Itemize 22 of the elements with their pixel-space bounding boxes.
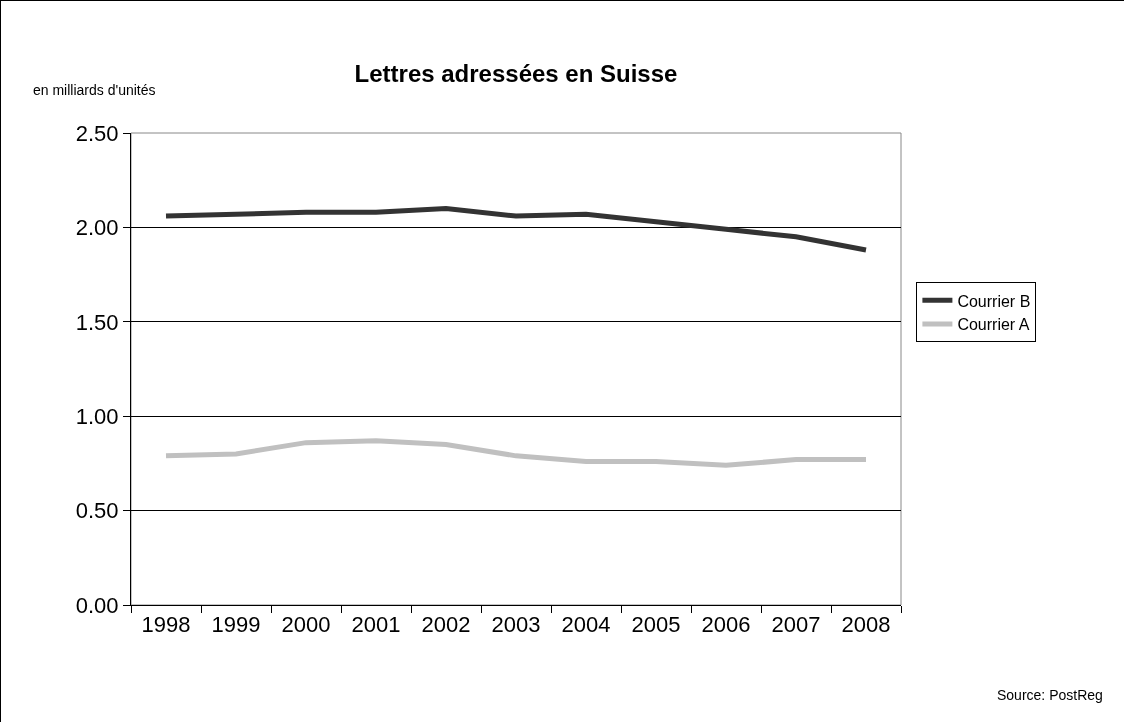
chart-title: Lettres adressées en Suisse xyxy=(354,59,678,87)
x-tick-label: 2002 xyxy=(421,612,471,638)
x-tick-label: 1998 xyxy=(141,612,191,638)
y-axis-title: en milliards d'unités xyxy=(33,82,156,98)
y-tick-label: 1.50 xyxy=(75,309,119,335)
source-note: Source: PostReg xyxy=(997,687,1103,703)
x-tick-label: 2001 xyxy=(351,612,401,638)
x-tick-label: 2006 xyxy=(701,612,751,638)
y-tick-label: 0.50 xyxy=(75,498,119,524)
y-tick-label: 2.50 xyxy=(75,120,119,146)
x-tick-label: 1999 xyxy=(211,612,261,638)
x-tick-label: 2008 xyxy=(841,612,891,638)
y-tick-label: 1.00 xyxy=(75,403,119,429)
x-tick-label: 2005 xyxy=(631,612,681,638)
x-tick-label: 2007 xyxy=(771,612,821,638)
y-tick-label: 2.00 xyxy=(75,215,119,241)
x-tick-label: 2004 xyxy=(561,612,611,638)
legend-label: Courrier B xyxy=(957,292,1031,310)
x-tick-label: 2000 xyxy=(281,612,331,638)
y-tick-label: 0.00 xyxy=(75,592,119,618)
legend-label: Courrier A xyxy=(957,316,1030,334)
x-tick-label: 2003 xyxy=(491,612,541,638)
